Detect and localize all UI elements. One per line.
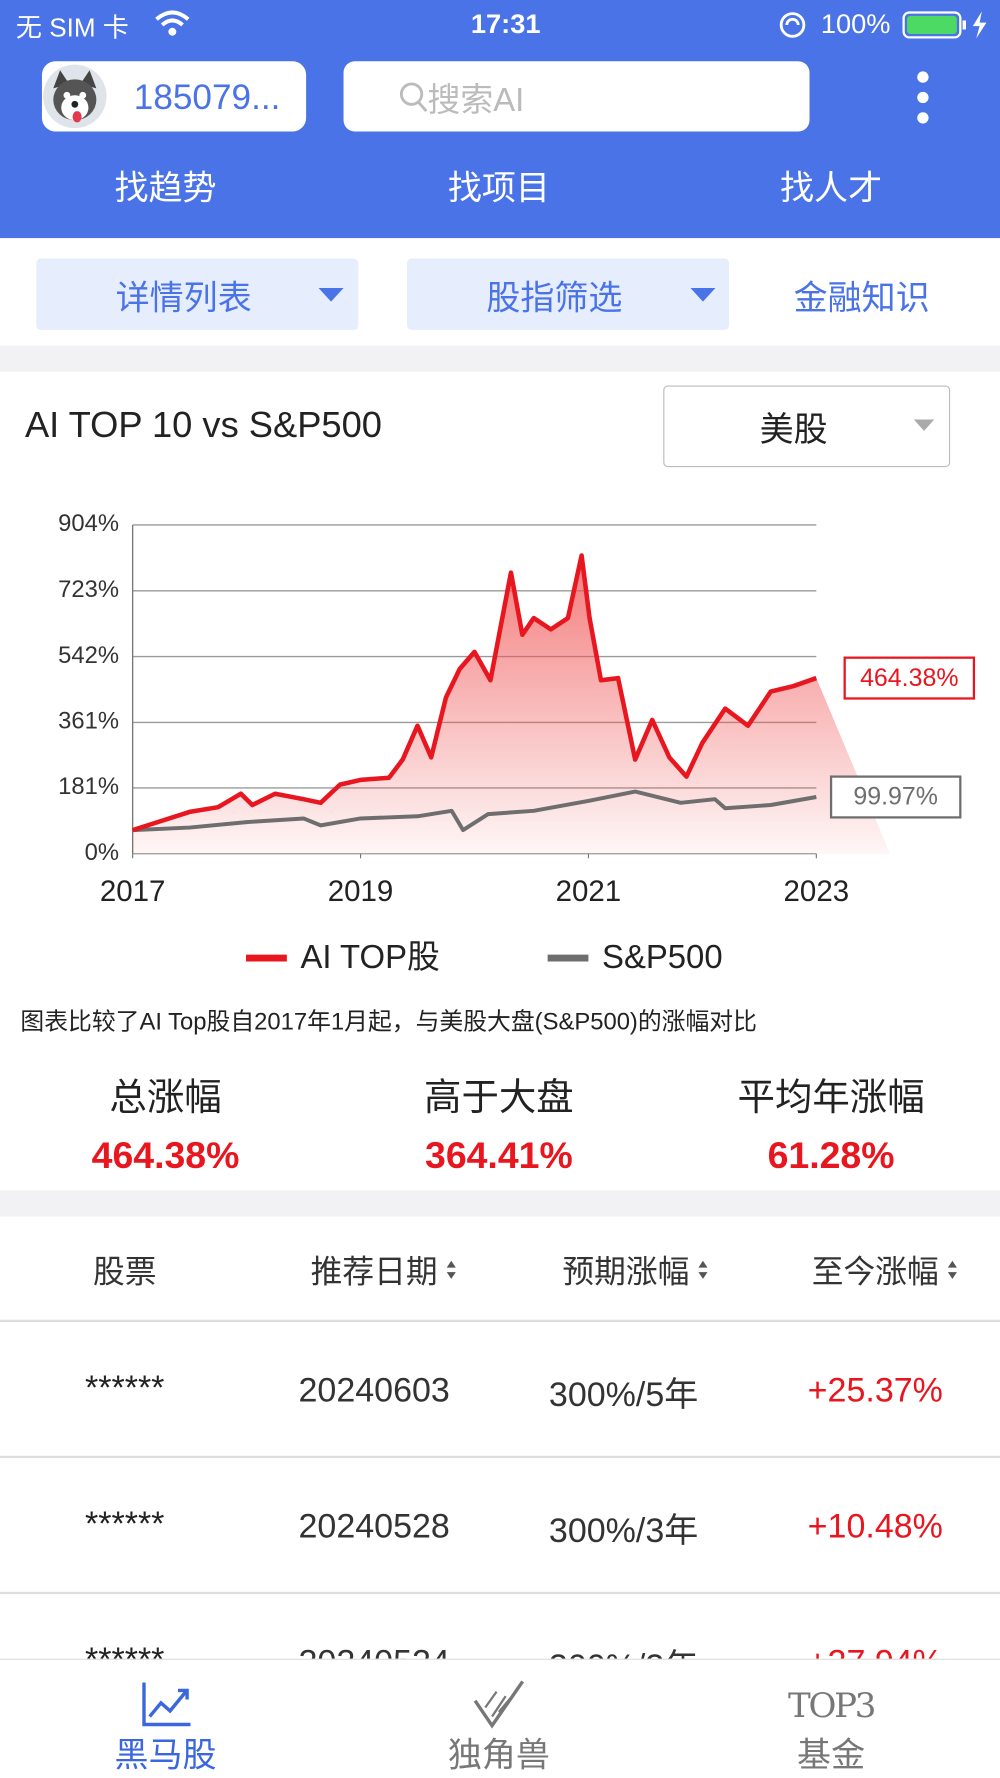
- divider: [0, 1190, 1000, 1217]
- y-tick-label: 904%: [58, 510, 119, 537]
- sort-icon[interactable]: [446, 1260, 456, 1279]
- table-header[interactable]: 推荐日期: [310, 1253, 438, 1290]
- search-icon: [399, 82, 428, 113]
- x-tick-label: 2023: [784, 875, 850, 908]
- battery-icon: [902, 11, 987, 39]
- cell-gain: +25.37%: [807, 1371, 943, 1410]
- series-line: [131, 553, 818, 833]
- table-header: 股票: [92, 1253, 157, 1290]
- filter-button[interactable]: [36, 258, 359, 330]
- battery-level: 100%: [820, 9, 891, 40]
- legend-label: AI TOP股: [300, 938, 439, 975]
- chart: 0% 181% 361% 542% 723% 904% 2017 2019 2021 2023 99…: [58, 510, 976, 975]
- dropdown-arrow: [690, 287, 716, 302]
- end-label: 464.38%: [843, 656, 976, 700]
- cell-date: 20240603: [298, 1371, 450, 1410]
- lock-icon: [779, 12, 806, 38]
- nav-label[interactable]: 独角兽: [447, 1736, 550, 1775]
- area-fill: [132, 555, 891, 854]
- nav-label[interactable]: 黑马股: [114, 1736, 217, 1775]
- filter-label[interactable]: 详情列表: [115, 280, 252, 318]
- avatar[interactable]: [42, 63, 108, 129]
- end-label-box: [829, 775, 962, 819]
- table-header[interactable]: 预期涨幅: [562, 1253, 690, 1290]
- filter-button[interactable]: [407, 258, 730, 330]
- chart-note: 图表比较了AI Top股自2017年1月起，与美股大盘(S&P500)的涨幅对比: [20, 1009, 757, 1036]
- stat-label: 总涨幅: [109, 1075, 222, 1118]
- cell-expected: 300%/5年: [548, 1376, 699, 1414]
- table-header[interactable]: 至今涨幅: [811, 1253, 939, 1290]
- nav-tab[interactable]: 找人才: [780, 170, 883, 208]
- carrier: 无 SIM 卡: [15, 12, 129, 42]
- row-separator: [0, 1455, 1000, 1459]
- x-tick-label: 2017: [100, 875, 166, 908]
- sort-icon[interactable]: [698, 1260, 708, 1279]
- market-select[interactable]: [663, 385, 951, 468]
- wifi-icon: [155, 10, 190, 36]
- y-tick-label: 361%: [58, 708, 119, 735]
- nav-icon[interactable]: [472, 1678, 526, 1730]
- dropdown-arrow: [913, 419, 935, 431]
- user-name[interactable]: 185079...: [133, 77, 281, 117]
- clock: 17:31: [470, 9, 541, 40]
- nav-icon-text[interactable]: TOP3: [788, 1686, 876, 1727]
- more-menu[interactable]: [912, 68, 935, 127]
- y-tick-label: 181%: [58, 773, 119, 800]
- stat-value: 464.38%: [91, 1133, 240, 1176]
- stat-label: 高于大盘: [424, 1075, 574, 1118]
- search-placeholder: 搜索AI: [427, 82, 525, 120]
- cell-expected: 300%/3年: [548, 1512, 699, 1550]
- dropdown-arrow: [318, 287, 344, 302]
- knowledge-link[interactable]: 金融知识: [793, 280, 930, 318]
- y-tick-label: 723%: [58, 576, 119, 603]
- y-tick-label: 542%: [58, 642, 119, 669]
- row-separator: [0, 1591, 1000, 1595]
- row-separator: [0, 1319, 1000, 1322]
- filter-label[interactable]: 股指筛选: [486, 280, 623, 318]
- series-line: [132, 789, 817, 833]
- cell-gain: +10.48%: [807, 1507, 943, 1546]
- end-label: 99.97%: [829, 775, 962, 819]
- end-label-text: 99.97%: [853, 783, 938, 811]
- stat-label: 平均年涨幅: [737, 1075, 925, 1118]
- cell-stock: ******: [84, 1505, 165, 1544]
- sort-icon[interactable]: [947, 1260, 957, 1279]
- end-label-box: [843, 656, 976, 700]
- card-title: AI TOP 10 vs S&P500: [24, 404, 382, 446]
- market-label[interactable]: 美股: [759, 411, 828, 449]
- nav-icon[interactable]: [141, 1680, 193, 1728]
- stat-value: 61.28%: [767, 1133, 895, 1176]
- legend-label: S&P500: [602, 938, 723, 975]
- x-tick-label: 2019: [328, 875, 394, 908]
- end-label-text: 464.38%: [860, 664, 958, 692]
- cell-date: 20240528: [298, 1507, 450, 1546]
- nav-label[interactable]: 基金: [797, 1736, 866, 1775]
- y-tick-label: 0%: [85, 839, 119, 866]
- x-tick-label: 2021: [556, 875, 622, 908]
- divider: [0, 345, 1000, 372]
- nav-tab[interactable]: 找项目: [447, 170, 550, 208]
- stat-value: 364.41%: [425, 1133, 573, 1176]
- nav-tab[interactable]: 找趋势: [114, 170, 217, 208]
- cell-stock: ******: [84, 1369, 165, 1408]
- bottom-nav: [0, 1658, 1000, 1778]
